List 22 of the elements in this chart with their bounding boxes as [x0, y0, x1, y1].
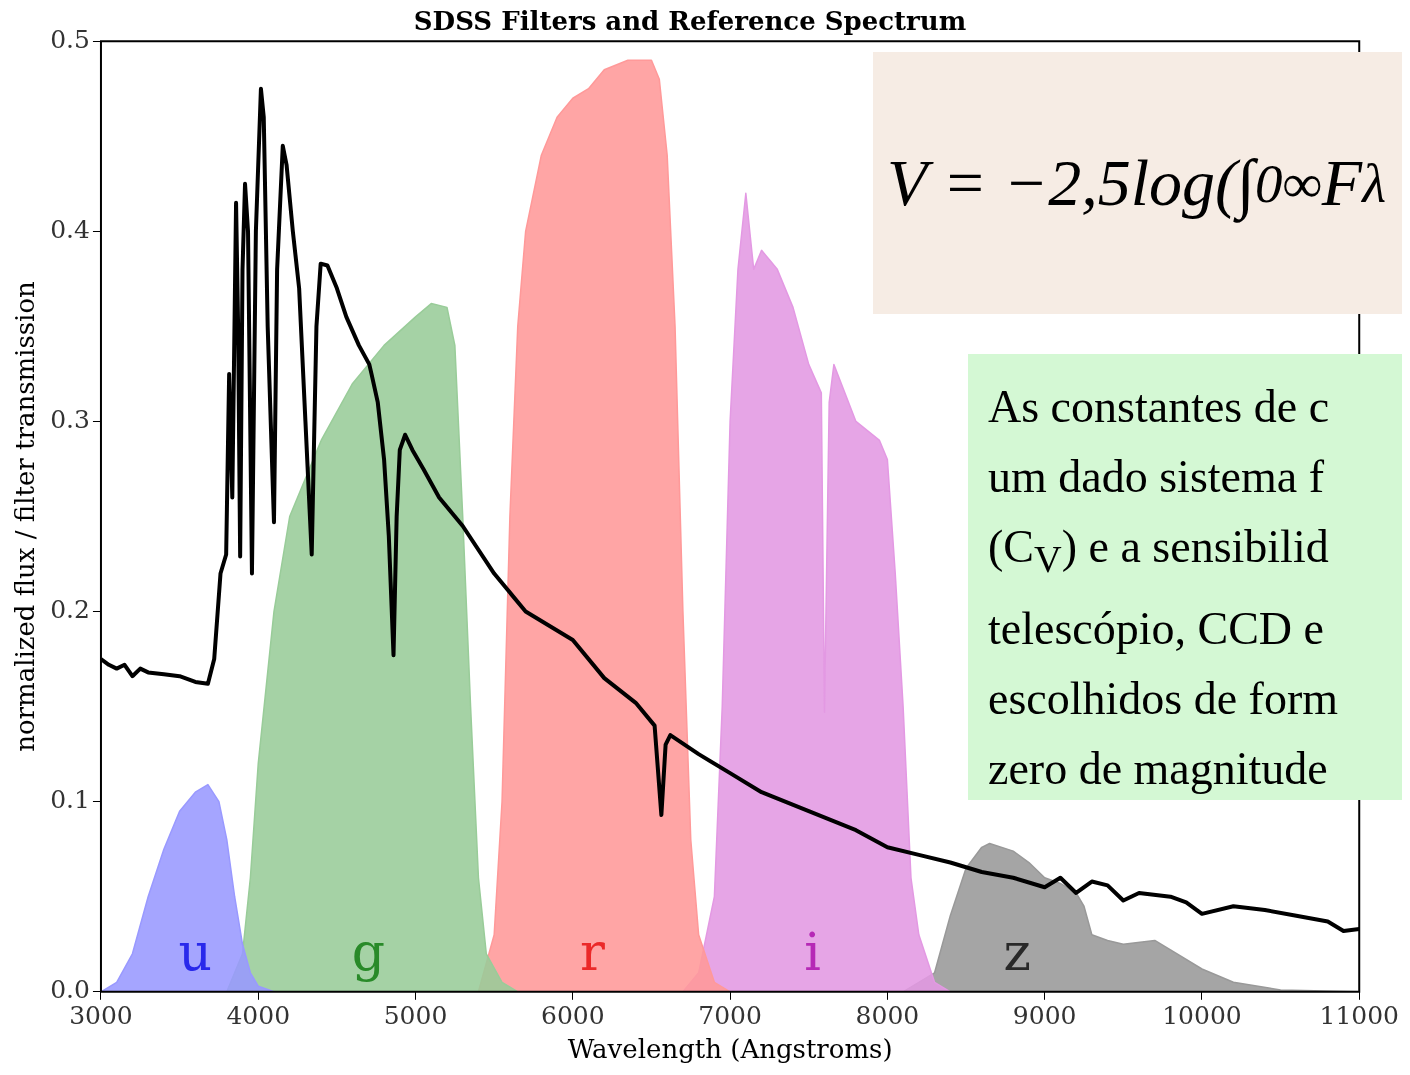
text-panel: As constantes de c um dado sistema f (C$_{V}$) e a sensibilid telescópio, CCD e escolhidos de form zero de magnitude: [968, 354, 1402, 800]
y-axis-title: normalized flux / filter transmission: [10, 280, 41, 752]
y-tick-label: 0.2: [50, 595, 90, 625]
x-tick-label: 4000: [226, 1001, 291, 1031]
series-label: z: [1003, 921, 1031, 982]
x-tick-label: 6000: [541, 1001, 605, 1031]
x-tick-label: 11000: [1319, 1001, 1399, 1031]
series-label: r: [580, 921, 606, 982]
chart-title: SDSS Filters and Reference Spectrum: [413, 6, 967, 37]
series-label: i: [804, 921, 821, 982]
series-label: g: [351, 921, 385, 982]
series-label: u: [178, 921, 213, 982]
x-tick-label: 5000: [383, 1001, 448, 1031]
x-tick-label: 8000: [855, 1001, 920, 1031]
y-tick-label: 0.5: [50, 24, 90, 54]
x-tick-label: 7000: [698, 1001, 762, 1031]
y-tick-label: 0.4: [50, 214, 90, 244]
x-tick-label: 9000: [1012, 1001, 1077, 1031]
x-axis-title: Wavelength (Angstroms): [567, 1034, 893, 1065]
y-tick-label: 0.3: [50, 404, 90, 434]
y-tick-label: 0.1: [50, 785, 90, 815]
x-tick-label: 10000: [1162, 1001, 1242, 1031]
